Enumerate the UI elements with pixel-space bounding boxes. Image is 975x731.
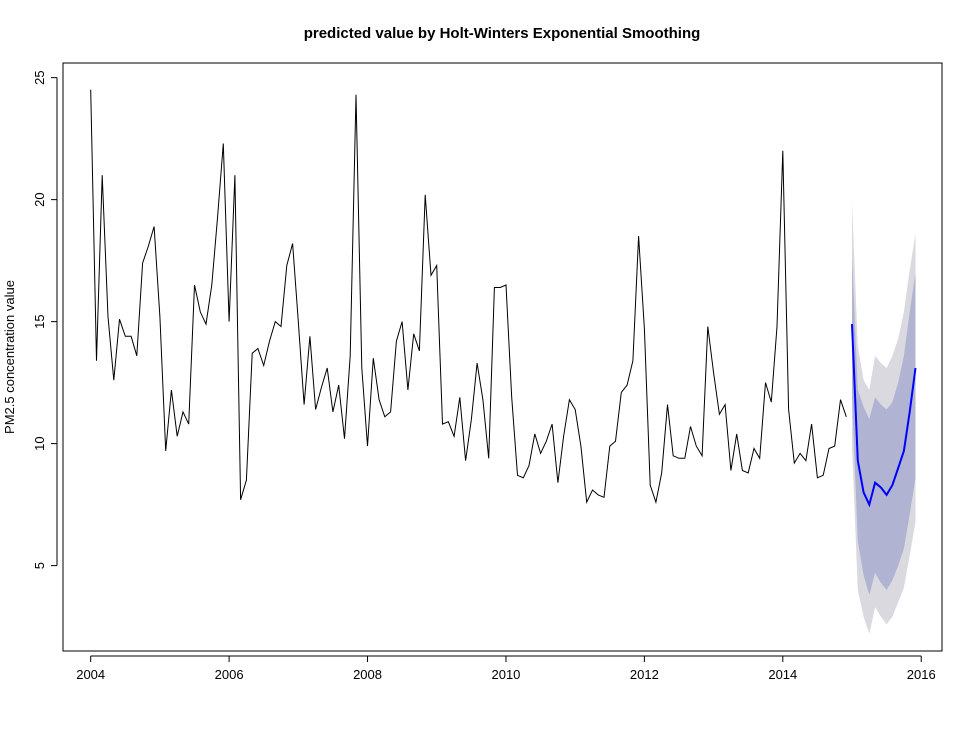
x-tick-label: 2010 xyxy=(491,667,520,682)
y-tick-label: 15 xyxy=(32,314,47,328)
axes-group: 2004 2006 2008 2010 2012 2014 2016 5 10 15 20 25 xyxy=(32,70,936,682)
plot-frame xyxy=(62,62,943,652)
x-tick-label: 2014 xyxy=(768,667,797,682)
x-tick-label: 2016 xyxy=(907,667,936,682)
forecast-80-band-group xyxy=(852,255,916,595)
x-tick-label: 2004 xyxy=(76,667,105,682)
x-tick-label: 2012 xyxy=(630,667,659,682)
chart-title: predicted value by Holt-Winters Exponent… xyxy=(304,25,701,42)
forecast-series-line xyxy=(851,324,917,508)
y-tick-label: 25 xyxy=(32,70,47,84)
y-tick-label: 5 xyxy=(32,562,47,569)
y-axis-label: PM2.5 concentration value xyxy=(2,280,17,434)
x-tick-label: 2006 xyxy=(215,667,244,682)
y-tick-label: 20 xyxy=(32,192,47,206)
series-lines-group xyxy=(90,89,917,508)
x-tick-label: 2008 xyxy=(353,667,382,682)
y-tick-label: 10 xyxy=(32,436,47,450)
forecast-80-band xyxy=(852,255,916,595)
observed-series-line xyxy=(90,89,847,505)
